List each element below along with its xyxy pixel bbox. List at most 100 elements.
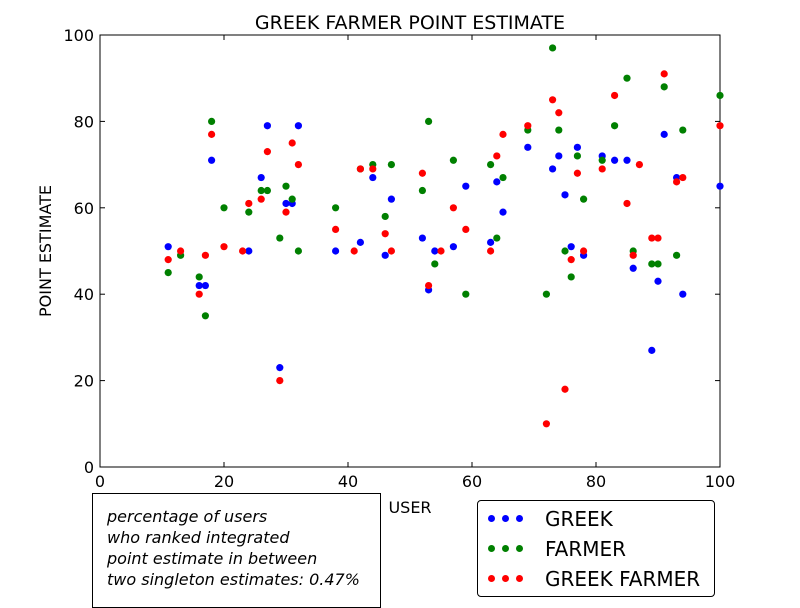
scatter-point bbox=[201, 312, 209, 320]
scatter-point bbox=[549, 96, 557, 104]
scatter-point bbox=[629, 264, 637, 272]
scatter-point bbox=[449, 243, 457, 251]
scatter-point bbox=[245, 247, 253, 255]
scatter-point bbox=[493, 234, 501, 242]
scatter-point bbox=[381, 212, 389, 221]
annotation-line: percentage of users bbox=[107, 507, 268, 526]
scatter-point bbox=[561, 247, 569, 255]
scatter-point bbox=[418, 186, 426, 195]
scatter-point bbox=[263, 186, 271, 195]
scatter-point bbox=[462, 182, 470, 190]
annotation-box: percentage of users who ranked integrate… bbox=[92, 493, 381, 608]
scatter-point bbox=[387, 195, 395, 203]
legend-marker-icon bbox=[486, 545, 526, 555]
scatter-point bbox=[623, 156, 631, 164]
scatter-point bbox=[660, 83, 668, 91]
scatter-point bbox=[648, 260, 656, 268]
scatter-point bbox=[369, 165, 377, 173]
x-axis-label: USER bbox=[388, 498, 431, 517]
legend-label: GREEK bbox=[545, 507, 613, 531]
scatter-point bbox=[549, 165, 557, 173]
scatter-point bbox=[282, 182, 290, 190]
scatter-point bbox=[648, 234, 656, 242]
scatter-point bbox=[288, 195, 296, 203]
y-tick-label: 80 bbox=[74, 112, 94, 131]
scatter-point bbox=[487, 161, 495, 169]
x-tick-label: 60 bbox=[462, 472, 482, 491]
scatter-point bbox=[679, 173, 687, 182]
scatter-point bbox=[220, 204, 228, 212]
scatter-point bbox=[449, 156, 457, 164]
scatter-point bbox=[431, 247, 439, 255]
scatter-point bbox=[294, 161, 302, 169]
scatter-point bbox=[462, 290, 470, 298]
y-tick-label: 0 bbox=[84, 458, 94, 477]
scatter-point bbox=[177, 247, 185, 255]
scatter-point bbox=[573, 143, 582, 151]
scatter-point bbox=[580, 195, 588, 203]
scatter-point bbox=[654, 260, 662, 268]
scatter-point bbox=[567, 256, 575, 264]
scatter-point bbox=[654, 277, 662, 285]
scatter-point bbox=[635, 161, 644, 169]
scatter-point bbox=[660, 70, 668, 78]
scatter-point bbox=[611, 91, 619, 100]
scatter-point bbox=[356, 165, 364, 173]
scatter-point bbox=[555, 152, 563, 160]
scatter-point bbox=[462, 225, 470, 233]
annotation-line: two singleton estimates: 0.47% bbox=[107, 570, 360, 589]
scatter-point bbox=[542, 290, 551, 298]
x-tick-label: 20 bbox=[214, 472, 234, 491]
scatter-point bbox=[673, 178, 681, 186]
scatter-point bbox=[598, 156, 606, 164]
scatter-point bbox=[580, 247, 588, 255]
legend-item-greek-farmer: GREEK FARMER bbox=[478, 565, 714, 593]
scatter-point bbox=[263, 148, 271, 156]
scatter-point bbox=[263, 122, 271, 130]
scatter-point bbox=[573, 152, 582, 160]
scatter-point bbox=[332, 247, 340, 255]
scatter-point bbox=[673, 251, 681, 259]
scatter-point bbox=[567, 273, 575, 281]
chart-title: GREEK FARMER POINT ESTIMATE bbox=[255, 12, 565, 34]
scatter-point bbox=[418, 169, 426, 177]
scatter-point bbox=[679, 126, 687, 134]
scatter-point bbox=[524, 143, 532, 151]
scatter-point bbox=[425, 117, 433, 125]
scatter-point bbox=[425, 281, 433, 290]
scatter-point bbox=[623, 74, 631, 82]
series-greek-farmer bbox=[164, 70, 724, 428]
scatter-point bbox=[276, 364, 284, 372]
scatter-point bbox=[356, 238, 364, 246]
scatter-point bbox=[679, 290, 687, 298]
scatter-point bbox=[654, 234, 662, 242]
x-tick-label: 40 bbox=[338, 472, 358, 491]
scatter-point bbox=[294, 247, 302, 255]
scatter-point bbox=[493, 178, 501, 186]
scatter-point bbox=[195, 281, 203, 290]
legend-item-farmer: FARMER bbox=[478, 535, 714, 563]
scatter-point bbox=[387, 161, 395, 169]
scatter-point bbox=[164, 243, 172, 251]
scatter-point bbox=[567, 243, 575, 251]
scatter-point bbox=[288, 139, 296, 147]
scatter-point bbox=[332, 204, 340, 212]
scatter-point bbox=[276, 377, 284, 385]
scatter-point bbox=[561, 385, 569, 393]
scatter-point bbox=[208, 130, 216, 138]
legend-marker-icon bbox=[486, 515, 526, 525]
y-axis-label: POINT ESTIMATE bbox=[36, 185, 55, 317]
y-tick-label: 60 bbox=[74, 199, 94, 218]
scatter-point bbox=[245, 208, 253, 216]
scatter-point bbox=[431, 260, 439, 268]
scatter-point bbox=[555, 126, 563, 134]
scatter-point bbox=[239, 247, 247, 255]
y-tick-label: 20 bbox=[74, 372, 94, 391]
x-tick-label: 0 bbox=[95, 472, 105, 491]
scatter-point bbox=[499, 130, 507, 138]
scatter-point bbox=[716, 122, 724, 130]
scatter-point bbox=[611, 122, 619, 130]
scatter-point bbox=[561, 191, 569, 199]
series-farmer bbox=[164, 44, 724, 320]
scatter-point bbox=[499, 208, 507, 216]
